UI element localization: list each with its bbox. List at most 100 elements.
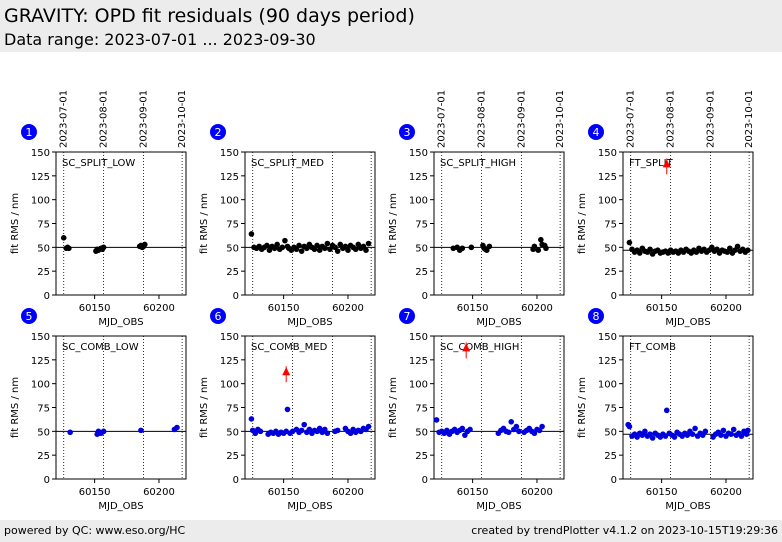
x-axis-label: MJD_OBS — [98, 317, 143, 328]
x-tick-label: 60200 — [710, 303, 742, 314]
data-point — [257, 428, 264, 435]
panel-number-badge — [21, 124, 37, 140]
x-axis-label: MJD_OBS — [665, 501, 710, 512]
data-point — [745, 247, 751, 253]
header-bar: GRAVITY: OPD fit residuals (90 days peri… — [0, 0, 782, 52]
y-tick-label: 50 — [37, 243, 50, 254]
outlier-point — [662, 159, 671, 168]
y-tick-label: 100 — [598, 380, 617, 391]
y-tick-label: 50 — [604, 243, 617, 254]
y-tick-label: 25 — [226, 267, 239, 278]
x-axis-label: MJD_OBS — [476, 501, 521, 512]
data-point — [720, 427, 727, 434]
data-point — [248, 416, 255, 422]
date-tick-label: 2023-09-01 — [139, 90, 150, 148]
data-point — [324, 240, 331, 247]
data-point — [284, 406, 291, 413]
data-point — [66, 245, 72, 252]
panel-label: FT_SPLIT — [629, 158, 674, 169]
data-point — [728, 431, 734, 437]
data-point — [174, 424, 180, 431]
y-tick-label: 150 — [31, 148, 50, 159]
data-point — [486, 243, 493, 250]
y-tick-label: 150 — [409, 148, 428, 159]
y-tick-label: 100 — [220, 380, 239, 391]
data-point — [459, 425, 466, 432]
x-axis-label: MJD_OBS — [665, 317, 710, 328]
data-point — [301, 421, 308, 428]
panel-label: SC_SPLIT_HIGH — [440, 158, 516, 169]
data-point — [508, 419, 515, 425]
outlier-point — [462, 343, 471, 352]
x-tick-label: 60200 — [332, 487, 364, 498]
plot-frame — [622, 335, 754, 480]
y-tick-label: 100 — [409, 196, 428, 207]
data-point — [538, 236, 544, 243]
x-tick-label: 60200 — [143, 487, 175, 498]
y-tick-label: 150 — [220, 332, 239, 343]
data-point — [274, 241, 280, 248]
plot-frame — [55, 335, 187, 480]
data-point — [727, 245, 733, 252]
data-point — [718, 432, 724, 438]
date-tick-label: 2023-10-01 — [555, 90, 566, 148]
y-tick-label: 0 — [611, 475, 617, 486]
data-point — [334, 427, 341, 434]
panel-number: 4 — [593, 126, 600, 139]
y-tick-label: 150 — [598, 148, 617, 159]
data-point — [296, 242, 302, 249]
date-tick-label: 2023-08-01 — [477, 90, 488, 148]
y-tick-label: 0 — [422, 291, 428, 302]
y-tick-label: 125 — [598, 356, 617, 367]
data-point — [636, 250, 643, 256]
data-point — [516, 428, 522, 435]
plot-frame — [55, 151, 187, 296]
data-point — [642, 428, 648, 435]
data-point — [467, 426, 473, 433]
x-tick-label: 60200 — [521, 487, 553, 498]
y-tick-label: 100 — [598, 196, 617, 207]
panel-number-badge — [399, 308, 415, 324]
y-tick-label: 0 — [44, 291, 50, 302]
x-tick-label: 60150 — [268, 303, 300, 314]
y-axis-label: fit RMS / nm — [199, 193, 210, 254]
y-tick-label: 150 — [220, 148, 239, 159]
y-tick-label: 125 — [31, 172, 50, 183]
y-axis-label: fit RMS / nm — [577, 377, 588, 438]
x-tick-label: 60150 — [79, 487, 111, 498]
panel-number-badge — [210, 308, 226, 324]
y-tick-label: 100 — [31, 196, 50, 207]
panel-number: 7 — [404, 310, 411, 323]
y-tick-label: 75 — [604, 220, 617, 231]
panel-number: 3 — [404, 126, 411, 139]
panel-label: SC_COMB_HIGH — [440, 342, 519, 353]
plot-frame — [244, 335, 376, 480]
data-point — [324, 430, 331, 437]
y-tick-label: 50 — [415, 243, 428, 254]
x-tick-label: 60200 — [143, 303, 175, 314]
data-point — [730, 426, 737, 433]
y-tick-label: 25 — [37, 451, 50, 462]
y-axis-label: fit RMS / nm — [388, 377, 399, 438]
y-tick-label: 125 — [220, 356, 239, 367]
footer-bar: powered by QC: www.eso.org/HC created by… — [0, 520, 782, 542]
y-tick-label: 75 — [37, 220, 50, 231]
data-point — [363, 247, 369, 253]
page-subtitle: Data range: 2023-07-01 ... 2023-09-30 — [4, 30, 316, 49]
y-tick-label: 25 — [604, 451, 617, 462]
plot-frame — [244, 151, 376, 296]
y-tick-label: 50 — [604, 427, 617, 438]
y-axis-label: fit RMS / nm — [388, 193, 399, 254]
data-point — [334, 248, 341, 254]
data-point — [314, 242, 320, 249]
panel-label: SC_SPLIT_LOW — [62, 158, 135, 169]
y-tick-label: 150 — [31, 332, 50, 343]
data-point — [505, 429, 512, 436]
footer-created: created by trendPlotter v4.1.2 on 2023-1… — [471, 524, 778, 537]
y-tick-label: 75 — [604, 404, 617, 415]
